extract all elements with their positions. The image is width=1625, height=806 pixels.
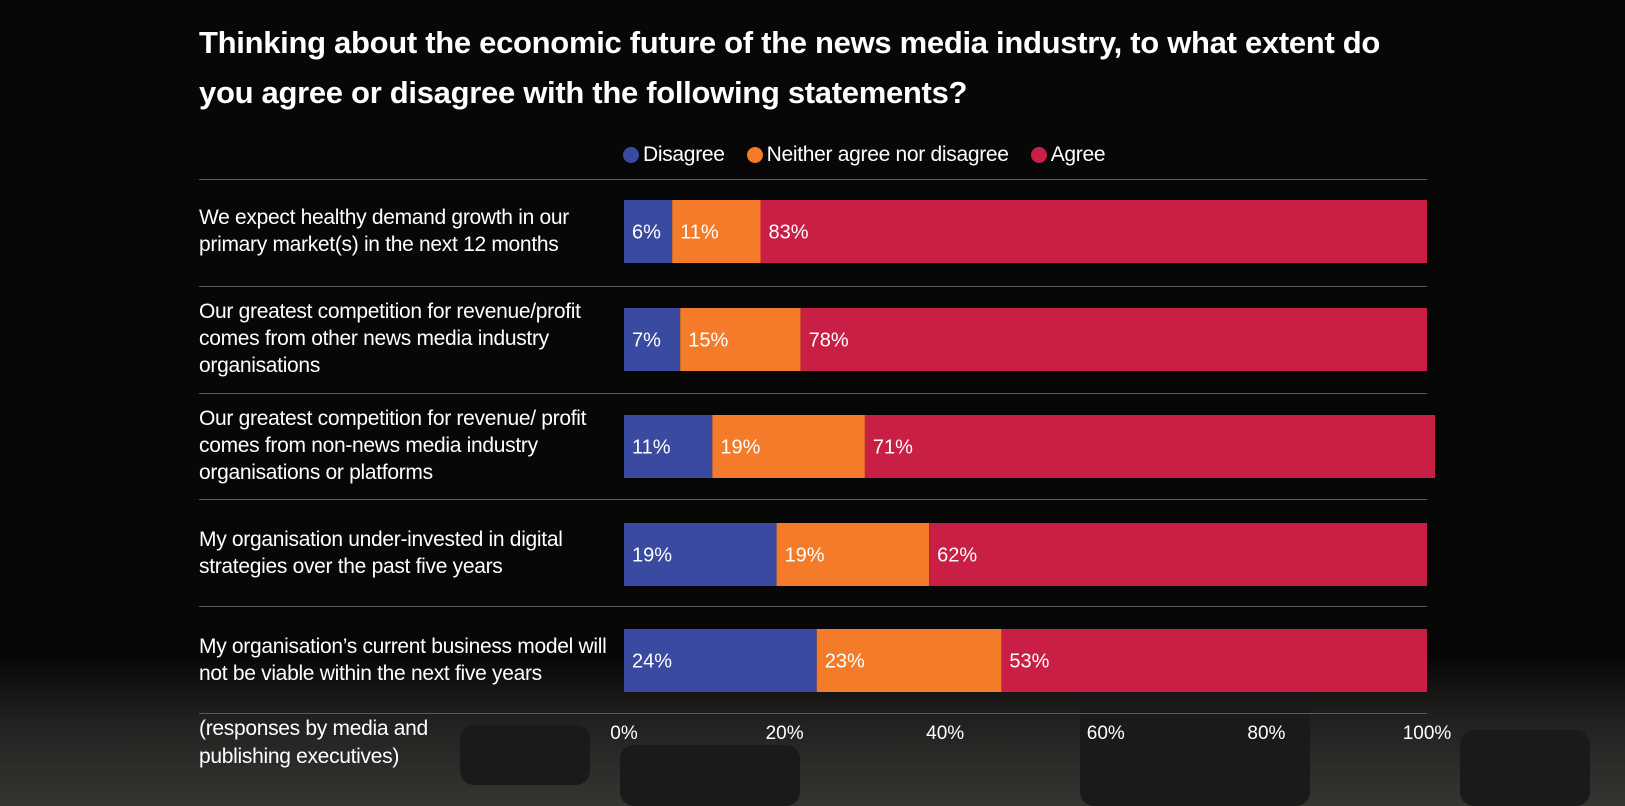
data-label-agree-3: 71% [873,437,913,459]
legend-item-disagree: Disagree [623,143,725,167]
background-camera-shape [620,745,800,806]
legend-swatch-agree [1030,147,1047,163]
bar-disagree-3 [624,415,713,478]
data-label-agree-5: 53% [1009,651,1049,673]
data-label-agree-4: 62% [937,545,977,567]
chart-note: (responses by media and publishing execu… [199,717,428,768]
background-camera-shape [1080,700,1310,806]
bar-agree-3 [864,415,1436,478]
bar-disagree-5 [624,629,817,692]
background-camera-shape [1460,730,1590,806]
chart-legend: Disagree Neither agree nor disagree Agre… [623,141,1127,169]
bar-disagree-4 [624,523,777,586]
row-divider [199,606,1427,607]
category-label: We expect healthy demand growth in our p… [199,206,569,256]
category-label: My organisation under-invested in digita… [199,528,563,578]
bar-agree-2 [800,308,1427,371]
data-label-disagree-4: 19% [632,545,672,567]
legend-swatch-neither [746,147,763,163]
data-label-neither-agree-nor-disagree-3: 19% [720,437,760,459]
row-divider [199,179,1427,180]
bar-neither-agree-nor-disagree-2 [680,308,801,371]
legend-label-disagree: Disagree [643,143,725,166]
data-label-disagree-2: 7% [632,330,661,352]
data-label-disagree-5: 24% [632,651,672,673]
x-axis-line [199,713,1427,714]
legend-item-agree: Agree [1030,143,1106,167]
bar-disagree-1 [624,200,673,263]
row-divider [199,286,1427,287]
bar-agree-4 [929,523,1427,586]
row-divider [199,499,1427,500]
data-label-agree-2: 78% [809,330,849,352]
x-tick-label: 40% [926,723,964,744]
bar-neither-agree-nor-disagree-5 [816,629,1002,692]
bar-agree-5 [1001,629,1427,692]
row-divider [199,393,1427,394]
x-tick-label: 20% [766,723,804,744]
bar-neither-agree-nor-disagree-4 [776,523,930,586]
bar-agree-1 [760,200,1427,263]
data-label-neither-agree-nor-disagree-5: 23% [825,651,865,673]
x-tick-label: 60% [1087,723,1125,744]
data-label-neither-agree-nor-disagree-4: 19% [785,545,825,567]
data-label-neither-agree-nor-disagree-2: 15% [688,330,728,352]
data-label-agree-1: 83% [769,222,809,244]
x-tick-label: 100% [1403,723,1452,744]
legend-label-neither: Neither agree nor disagree [766,143,1009,166]
data-label-neither-agree-nor-disagree-1: 11% [680,222,719,244]
data-label-disagree-1: 6% [632,222,661,244]
background-camera-shape [460,725,590,785]
category-label: Our greatest competition for revenue/ pr… [199,407,587,484]
x-tick-label: 80% [1247,723,1285,744]
bar-neither-agree-nor-disagree-3 [712,415,865,478]
legend-item-neither: Neither agree nor disagree [746,143,1009,167]
legend-label-agree: Agree [1050,143,1106,166]
bar-disagree-2 [624,308,681,371]
chart-title: Thinking about the economic future of th… [199,25,1381,110]
data-label-disagree-3: 11% [632,437,671,459]
x-tick-label: 0% [610,723,638,744]
bar-neither-agree-nor-disagree-1 [672,200,761,263]
legend-swatch-disagree [623,147,639,163]
category-label: Our greatest competition for revenue/pro… [199,300,581,377]
category-label: My organisation’s current business model… [199,635,607,685]
